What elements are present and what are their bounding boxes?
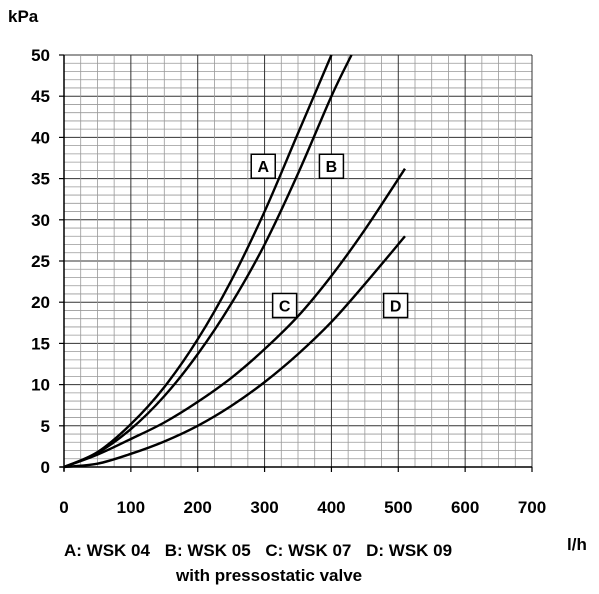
x-tick-label: 500 bbox=[384, 498, 412, 517]
y-tick-label: 45 bbox=[31, 87, 50, 106]
curve-label-b: B bbox=[318, 153, 345, 179]
legend-note: with pressostatic valve bbox=[176, 566, 363, 585]
x-tick-label: 400 bbox=[317, 498, 345, 517]
y-tick-label: 10 bbox=[31, 376, 50, 395]
curve-labels: A B C D bbox=[250, 153, 409, 319]
y-tick-label: 30 bbox=[31, 211, 50, 230]
x-axis-unit: l/h bbox=[567, 535, 587, 554]
legend-item-b: B: WSK 05 bbox=[164, 541, 251, 560]
y-tick-label: 50 bbox=[31, 46, 50, 65]
y-tick-label: 40 bbox=[31, 128, 50, 147]
curve-label-text: D bbox=[390, 298, 402, 315]
y-tick-label: 5 bbox=[41, 417, 50, 436]
x-tick-label: 700 bbox=[518, 498, 546, 517]
x-tick-label: 100 bbox=[117, 498, 145, 517]
curve-label-text: A bbox=[257, 159, 269, 176]
curve-label-text: C bbox=[279, 298, 291, 315]
y-axis-unit: kPa bbox=[8, 7, 39, 26]
curve-label-d: D bbox=[382, 292, 409, 319]
curve-label-a: A bbox=[250, 153, 276, 179]
curve-label-box bbox=[271, 292, 298, 319]
series-line-c bbox=[63, 168, 406, 469]
y-tick-label: 20 bbox=[31, 293, 50, 312]
curve-label-c: C bbox=[271, 292, 298, 319]
x-tick-label: 300 bbox=[250, 498, 278, 517]
y-tick-label: 15 bbox=[31, 334, 50, 353]
x-tick-label: 200 bbox=[184, 498, 212, 517]
y-tick-label: 25 bbox=[31, 252, 50, 271]
curve-label-box bbox=[382, 292, 409, 319]
legend-item-c: C: WSK 07 bbox=[265, 541, 352, 560]
series-line-b bbox=[63, 54, 353, 469]
grid bbox=[63, 54, 533, 468]
x-tick-label: 0 bbox=[59, 498, 68, 517]
legend-item-d: D: WSK 09 bbox=[366, 541, 453, 560]
legend-item-a: A: WSK 04 bbox=[64, 541, 150, 560]
x-tick-label: 600 bbox=[451, 498, 479, 517]
curve-label-text: B bbox=[326, 159, 338, 176]
series-line-a bbox=[63, 54, 333, 469]
curve-label-box bbox=[318, 153, 345, 179]
y-tick-label: 35 bbox=[31, 170, 50, 189]
y-tick-label: 0 bbox=[41, 458, 50, 477]
curve-label-box bbox=[250, 153, 276, 179]
series-lines bbox=[63, 54, 406, 469]
legend: A: WSK 04 B: WSK 05 C: WSK 07 D: WSK 09 bbox=[64, 540, 462, 562]
series-line-d bbox=[63, 235, 406, 469]
